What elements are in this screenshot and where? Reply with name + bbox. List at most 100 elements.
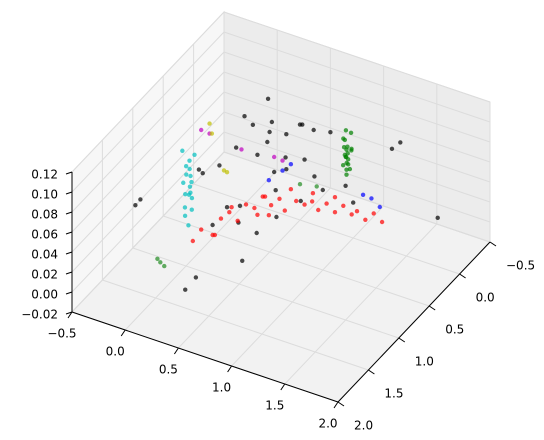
tick-mark bbox=[333, 401, 339, 409]
point bbox=[345, 162, 351, 167]
point bbox=[252, 205, 257, 211]
point bbox=[354, 209, 360, 214]
z-tick-label: 0.06 bbox=[31, 228, 58, 242]
point bbox=[187, 184, 193, 189]
tick-mark bbox=[428, 305, 436, 311]
point bbox=[187, 166, 192, 172]
point bbox=[280, 158, 285, 163]
point bbox=[344, 172, 349, 177]
tick-mark bbox=[65, 171, 73, 175]
point bbox=[266, 178, 272, 183]
tick-mark bbox=[67, 311, 73, 319]
point bbox=[235, 218, 240, 223]
point bbox=[224, 205, 230, 210]
point bbox=[389, 146, 395, 151]
tick-mark bbox=[65, 271, 73, 275]
grid-line bbox=[231, 205, 384, 367]
point bbox=[344, 147, 349, 152]
point bbox=[351, 200, 356, 205]
point bbox=[183, 192, 188, 197]
point bbox=[324, 201, 329, 206]
grid-line bbox=[223, 31, 491, 123]
point bbox=[227, 210, 232, 215]
point bbox=[224, 170, 230, 175]
grid-line bbox=[71, 51, 225, 213]
x-tick-label: 0.5 bbox=[159, 363, 178, 377]
z-tick-label: 0.08 bbox=[31, 208, 58, 222]
point bbox=[277, 196, 282, 201]
x-tick-label: 2.0 bbox=[318, 417, 337, 431]
point bbox=[229, 205, 234, 210]
point bbox=[269, 119, 275, 125]
grid-line bbox=[284, 223, 438, 385]
z-tick-label: 0.04 bbox=[31, 248, 58, 262]
point bbox=[199, 227, 204, 232]
point bbox=[283, 155, 288, 160]
point bbox=[250, 122, 256, 128]
grid-line bbox=[223, 131, 491, 223]
point bbox=[192, 152, 197, 157]
point bbox=[162, 263, 167, 269]
point bbox=[210, 222, 215, 228]
point bbox=[182, 205, 188, 210]
point bbox=[302, 202, 307, 207]
point bbox=[341, 203, 346, 208]
point bbox=[254, 230, 259, 236]
point bbox=[288, 162, 294, 167]
point bbox=[237, 203, 243, 208]
point bbox=[332, 210, 338, 215]
tick-mark bbox=[173, 347, 179, 355]
point bbox=[284, 167, 289, 172]
grid-line bbox=[223, 91, 491, 183]
z-tick-label: −0.02 bbox=[21, 308, 58, 322]
point bbox=[340, 163, 346, 168]
tick-mark bbox=[489, 241, 497, 247]
point bbox=[371, 211, 376, 216]
tick-mark bbox=[368, 369, 375, 375]
point bbox=[282, 208, 287, 213]
tick-mark bbox=[65, 251, 73, 255]
point bbox=[280, 168, 285, 173]
point bbox=[189, 195, 195, 201]
point bbox=[312, 174, 317, 179]
point bbox=[183, 287, 188, 292]
point bbox=[379, 219, 385, 225]
point bbox=[255, 152, 260, 157]
grid-line bbox=[71, 71, 225, 233]
point bbox=[309, 199, 315, 204]
tick-mark bbox=[227, 365, 233, 373]
point bbox=[316, 207, 321, 213]
point bbox=[343, 128, 349, 133]
point bbox=[342, 137, 348, 143]
grid-line bbox=[193, 183, 460, 275]
point bbox=[344, 167, 349, 172]
point bbox=[343, 183, 348, 188]
point bbox=[155, 256, 160, 262]
grid-line bbox=[71, 11, 225, 173]
point bbox=[240, 258, 245, 263]
x-axis bbox=[71, 311, 339, 403]
grid-line bbox=[132, 247, 399, 339]
point bbox=[349, 212, 354, 217]
tick-mark bbox=[65, 311, 73, 315]
grid-line bbox=[71, 91, 225, 253]
point bbox=[242, 114, 247, 119]
z-tick-label: 0.12 bbox=[31, 168, 58, 182]
point bbox=[271, 169, 277, 175]
tick-mark bbox=[280, 383, 286, 391]
grid-line bbox=[71, 151, 225, 313]
point bbox=[184, 172, 189, 177]
point bbox=[188, 173, 193, 179]
point bbox=[294, 198, 299, 204]
point bbox=[189, 207, 194, 212]
point bbox=[328, 130, 333, 135]
point bbox=[207, 121, 212, 126]
point bbox=[239, 147, 244, 152]
y-tick-label: 2.0 bbox=[354, 419, 373, 433]
point bbox=[180, 148, 185, 153]
tick-mark bbox=[337, 401, 345, 407]
grid-line bbox=[71, 131, 225, 293]
point bbox=[199, 127, 204, 133]
point bbox=[186, 192, 192, 197]
point bbox=[268, 203, 274, 208]
